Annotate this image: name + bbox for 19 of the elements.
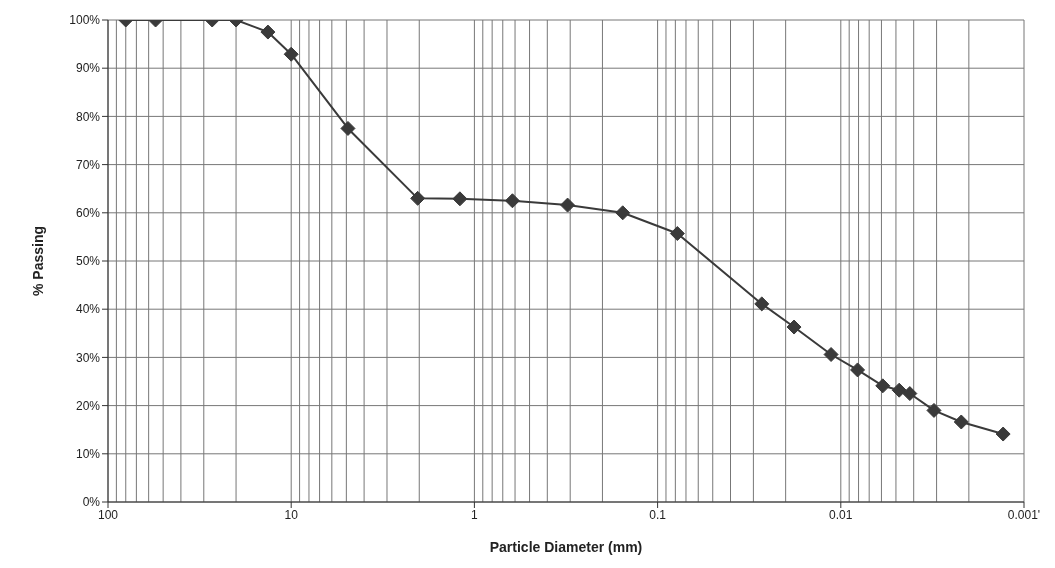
x-tick-label: 0.1 xyxy=(649,507,667,522)
y-tick-label: 90% xyxy=(75,61,101,76)
y-tick-label: 20% xyxy=(75,398,101,413)
x-axis-title: Particle Diameter (mm) xyxy=(489,539,643,555)
y-tick-label: 60% xyxy=(75,206,101,221)
x-tick-label: 10 xyxy=(284,507,299,522)
x-tick-label: 1 xyxy=(471,507,479,522)
x-tick-label: 0.001' xyxy=(1007,507,1041,522)
x-tick-label: 0.01 xyxy=(829,507,853,522)
y-tick-label: 30% xyxy=(75,350,101,365)
x-tick-label: 100 xyxy=(97,507,119,522)
y-axis-title: % Passing xyxy=(29,225,46,297)
y-tick-label: 40% xyxy=(75,302,101,317)
y-tick-label: 80% xyxy=(75,109,101,124)
y-tick-label: 10% xyxy=(75,447,101,462)
y-tick-label: 0% xyxy=(82,495,101,510)
y-tick-label: 70% xyxy=(75,157,101,172)
y-tick-label: 50% xyxy=(75,254,101,269)
y-tick-label: 100% xyxy=(69,13,101,28)
